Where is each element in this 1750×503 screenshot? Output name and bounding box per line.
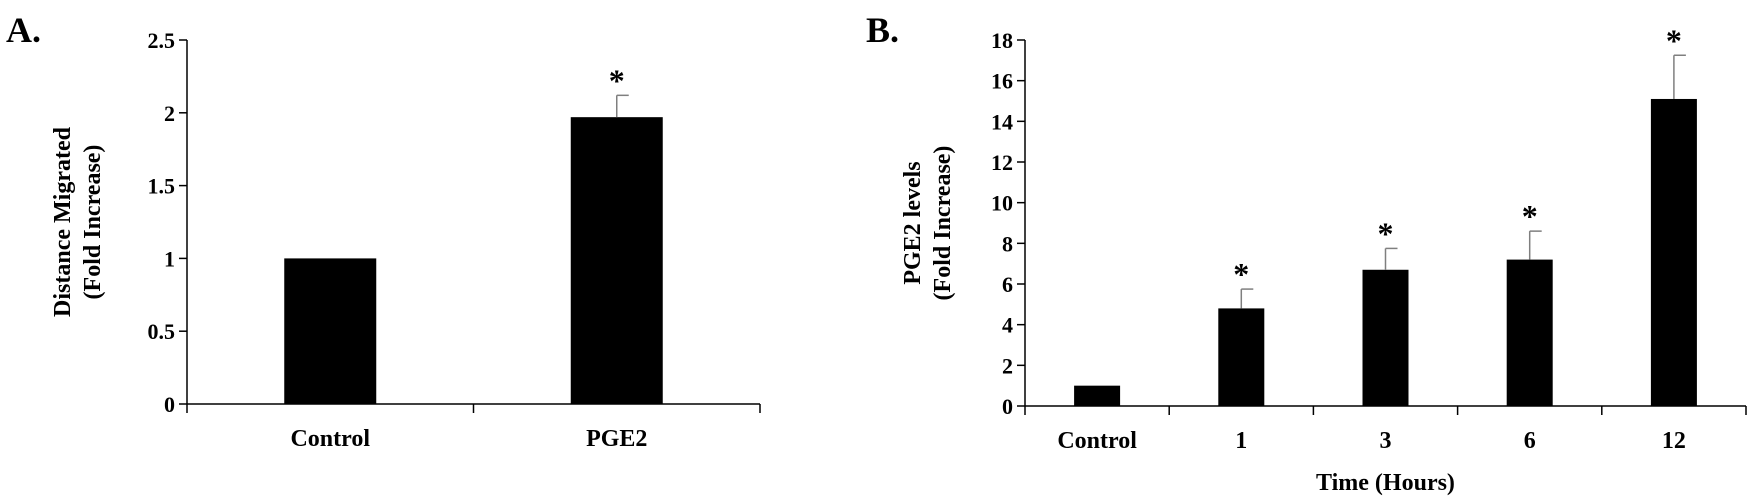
panel-b-x-axis-title: Time (Hours) [1316, 470, 1455, 496]
panel-a-category-label-1: PGE2 [586, 426, 647, 452]
panel-a-y-tick-label: 0.5 [148, 319, 176, 344]
panel-b-bar-0 [1074, 385, 1121, 406]
panel-a-y-tick-label: 2 [164, 101, 175, 126]
panel-a-bar-1 [570, 117, 663, 404]
panel-b-category-label-0: Control [1057, 428, 1137, 454]
panel-b-y-tick-label: 2 [1002, 353, 1013, 378]
panel-b-significance-2: * [1378, 215, 1394, 251]
panel-b-y-tick-label: 0 [1002, 394, 1013, 419]
panel-a: A. 0 0.5 1 1.5 2 2.5 Control * PGE2 Distance Migr… [6, 10, 761, 452]
panel-b-significance-3: * [1522, 198, 1538, 234]
panel-b-significance-4: * [1666, 22, 1682, 58]
panel-a-y-axis-title-line-0: Distance Migrated [50, 126, 76, 317]
panel-a-category-label-0: Control [290, 426, 370, 452]
panel-b-bar-3 [1506, 259, 1553, 406]
panel-b-category-label-2: 3 [1380, 428, 1392, 454]
panel-b-labels: 0 2 4 6 8 10 12 14 16 18 Control * 1 * 3 * 6 * 12 PGE2 leve… [900, 22, 1686, 496]
panel-a-labels: 0 0.5 1 1.5 2 2.5 Control * PGE2 Distance Migrate… [50, 28, 647, 452]
panel-b-y-axis-title-line-0: PGE2 levels [900, 161, 926, 284]
panel-b-significance-1: * [1233, 256, 1249, 292]
panel-b-y-tick-label: 8 [1002, 231, 1013, 256]
panel-b-y-tick-label: 16 [991, 69, 1013, 94]
panel-b-bars [1074, 54, 1697, 406]
panel-a-y-tick-label: 2.5 [148, 28, 176, 53]
panel-a-bars [284, 94, 663, 404]
panel-b: B. 0 2 4 6 8 10 12 14 16 18 Control * 1 * 3 * 6 * 12 PGE2 l… [866, 10, 1747, 496]
panel-b-letter: B. [866, 10, 899, 50]
panel-a-bar-0 [284, 258, 377, 404]
panel-b-bar-2 [1362, 269, 1409, 406]
panel-a-y-tick-label: 0 [164, 392, 175, 417]
panel-b-y-tick-label: 10 [991, 191, 1013, 216]
panel-a-axes [179, 39, 761, 413]
panel-b-y-tick-label: 12 [991, 150, 1013, 175]
panel-a-y-axis-title-line-1: (Fold Increase) [80, 145, 106, 300]
panel-a-letter: A. [6, 10, 41, 50]
panel-a-y-tick-label: 1.5 [148, 174, 176, 199]
panel-b-y-tick-label: 14 [991, 109, 1013, 134]
panel-b-y-axis-title-line-1: (Fold Increase) [930, 146, 956, 301]
panel-b-category-label-1: 1 [1235, 428, 1247, 454]
panel-b-y-tick-label: 4 [1002, 313, 1013, 338]
panel-b-category-label-4: 12 [1662, 428, 1686, 454]
panel-b-category-label-3: 6 [1524, 428, 1536, 454]
panel-b-bar-1 [1218, 308, 1265, 406]
panel-b-bar-4 [1650, 98, 1697, 406]
panel-a-y-tick-label: 1 [164, 246, 175, 271]
panel-b-y-tick-label: 18 [991, 28, 1013, 53]
panel-a-significance-1: * [609, 62, 625, 98]
panel-b-y-tick-label: 6 [1002, 272, 1013, 297]
